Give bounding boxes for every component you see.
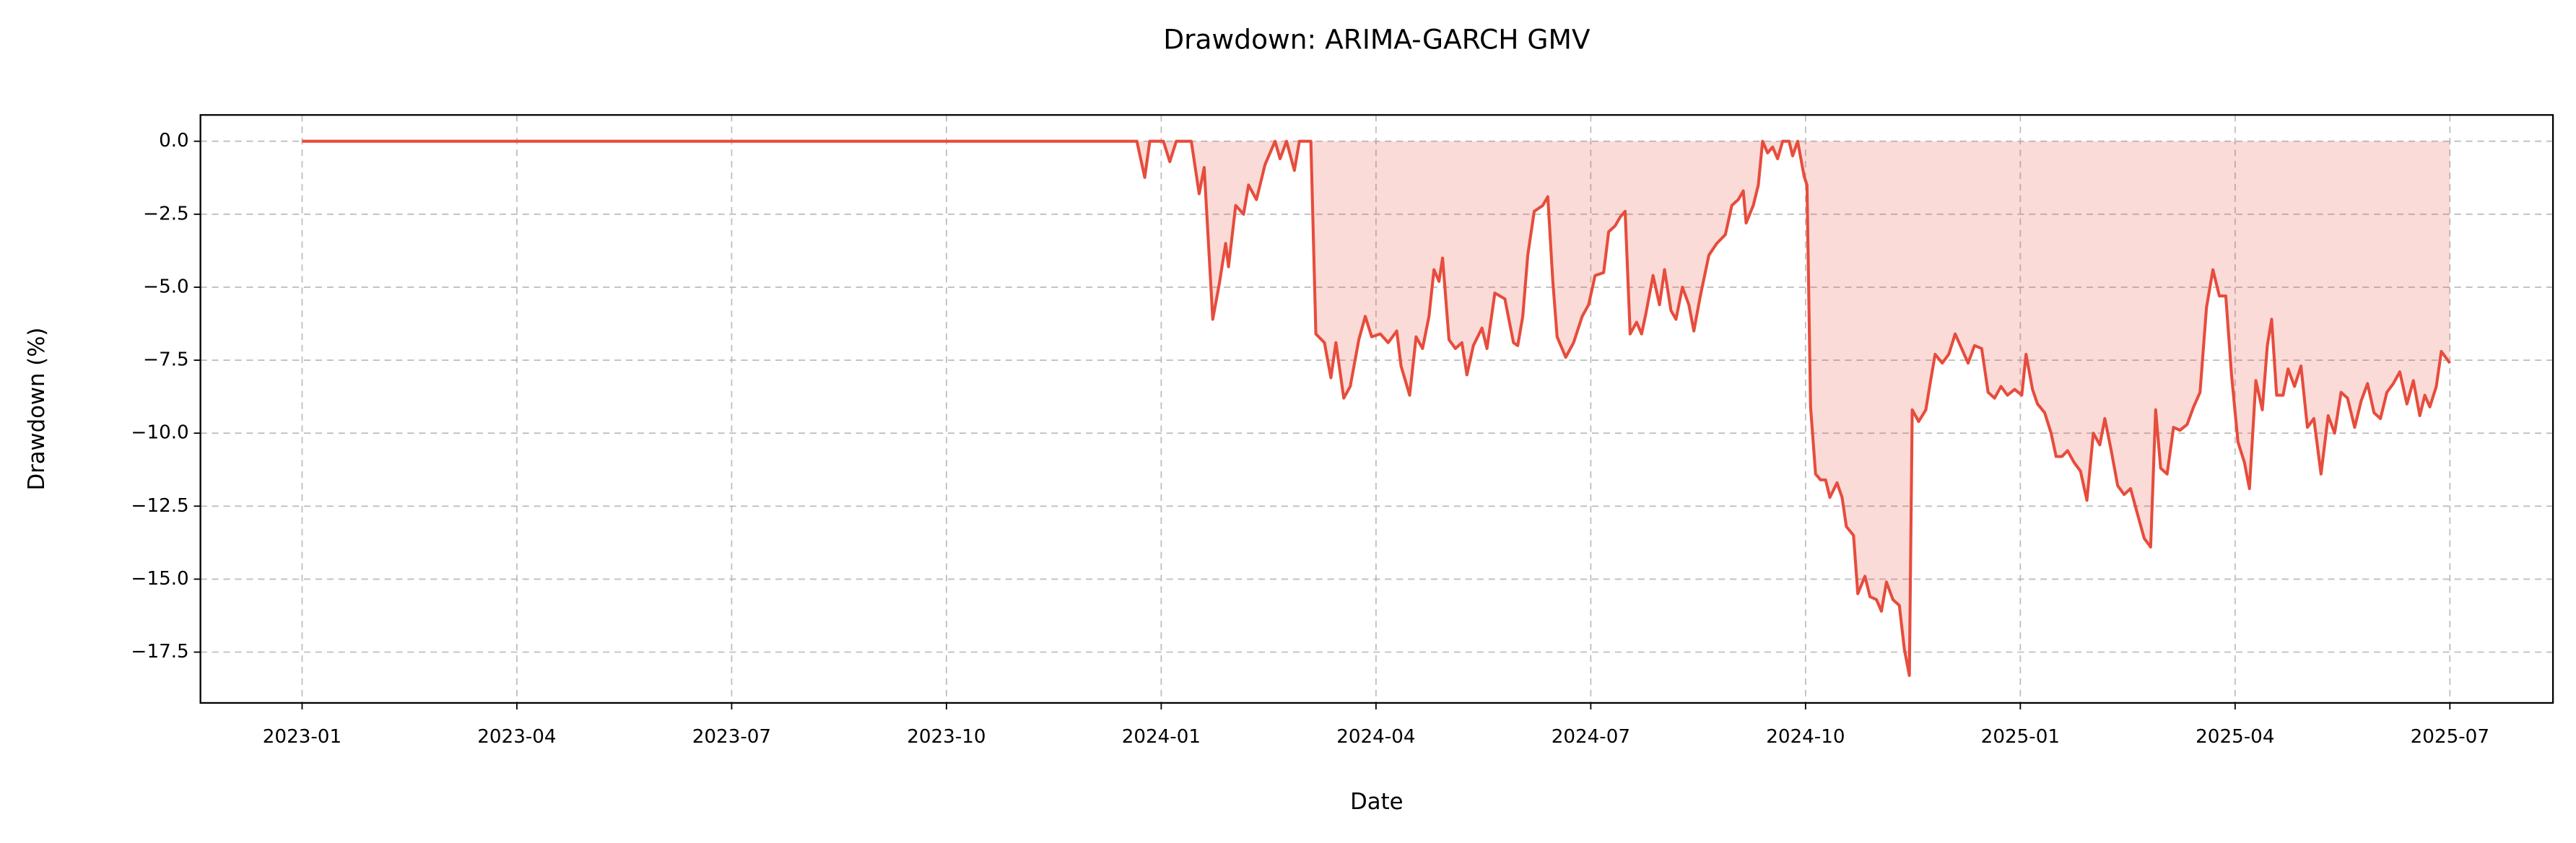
y-tick-label: 0.0 (159, 130, 189, 152)
drawdown-line (302, 139, 2451, 677)
x-tick-label: 2023-10 (907, 726, 985, 748)
y-tick-label: −17.5 (131, 641, 189, 663)
drawdown-area (302, 141, 2450, 676)
x-tick-label: 2024-01 (1122, 726, 1201, 748)
x-tick-label: 2025-04 (2196, 726, 2274, 748)
x-tick-label: 2023-07 (692, 726, 771, 748)
x-tick-label: 2025-07 (2411, 726, 2489, 748)
y-tick-label: −2.5 (143, 203, 189, 224)
x-axis-label: Date (1350, 789, 1403, 815)
x-tick-label: 2024-07 (1552, 726, 1630, 748)
x-tick-label: 2025-01 (1981, 726, 2060, 748)
y-tick-label: −7.5 (143, 349, 189, 371)
x-tick-label: 2024-04 (1336, 726, 1415, 748)
x-tick-label: 2024-10 (1766, 726, 1845, 748)
x-tick-label: 2023-04 (477, 726, 556, 748)
chart-title: Drawdown: ARIMA-GARCH GMV (1163, 23, 1591, 55)
x-tick-label: 2023-01 (263, 726, 341, 748)
y-tick-label: −12.5 (131, 495, 189, 517)
y-tick-label: −10.0 (131, 422, 189, 444)
y-tick-label: −15.0 (131, 568, 189, 590)
y-axis-label: Drawdown (%) (24, 328, 50, 491)
plot-frame (199, 114, 2554, 704)
y-tick-label: −5.0 (143, 276, 189, 297)
